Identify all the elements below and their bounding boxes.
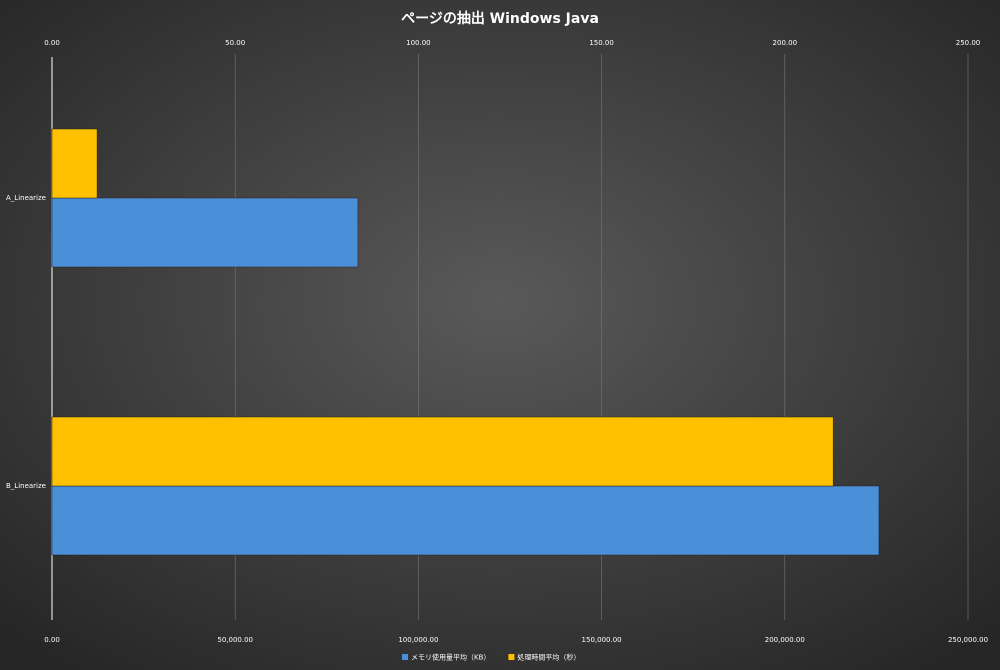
bar bbox=[51, 485, 880, 556]
legend-label: メモリ使用量平均（KB） bbox=[411, 653, 490, 662]
legend-label: 処理時間平均（秒） bbox=[517, 653, 580, 662]
chart-title: ページの抽出 Windows Java bbox=[401, 10, 599, 27]
x2-tick-label: 50.00 bbox=[225, 39, 245, 47]
x2-tick-label: 250.00 bbox=[956, 39, 981, 47]
y-tick-label: A_Linearize bbox=[6, 194, 46, 202]
legend-swatch bbox=[402, 654, 408, 660]
x-tick-label: 50,000.00 bbox=[217, 636, 253, 644]
x2-tick-label: 200.00 bbox=[773, 39, 798, 47]
bar bbox=[51, 197, 359, 268]
legend-swatch bbox=[508, 654, 515, 660]
y-tick-label: B_Linearize bbox=[6, 482, 46, 490]
x-tick-label: 0.00 bbox=[44, 636, 60, 644]
bar bbox=[51, 128, 98, 199]
x-tick-label: 250,000.00 bbox=[948, 636, 988, 644]
x-tick-label: 100,000.00 bbox=[398, 636, 438, 644]
x-tick-label: 150,000.00 bbox=[582, 636, 622, 644]
bar bbox=[51, 416, 834, 487]
x2-tick-label: 150.00 bbox=[589, 39, 614, 47]
x-tick-label: 200,000.00 bbox=[765, 636, 805, 644]
x2-tick-label: 100.00 bbox=[406, 39, 431, 47]
x2-tick-label: 0.00 bbox=[44, 39, 60, 47]
